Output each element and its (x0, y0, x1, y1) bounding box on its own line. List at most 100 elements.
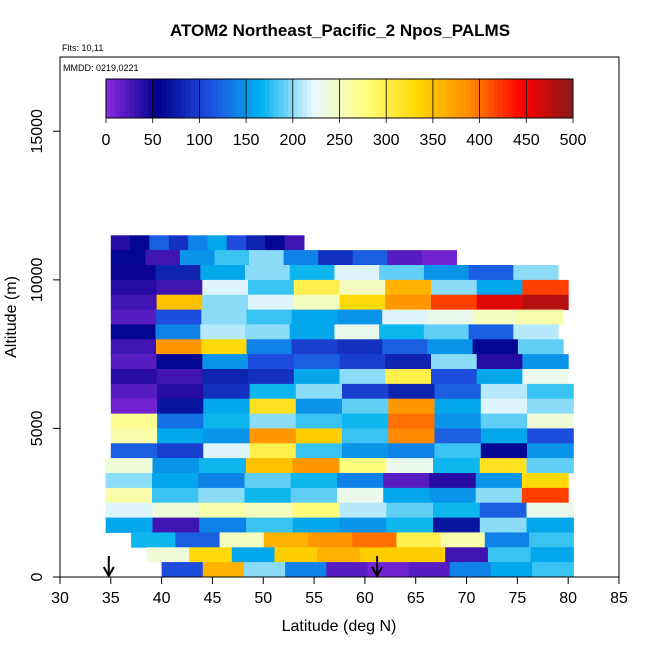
colorbar-swatch (465, 79, 471, 118)
heat-cell (431, 279, 478, 296)
heat-cell (110, 383, 158, 400)
colorbar-swatch (148, 79, 154, 118)
heat-cell (379, 324, 425, 340)
colorbar-swatch (344, 79, 350, 118)
colorbar-swatch (218, 79, 224, 118)
colorbar-swatch (171, 79, 177, 118)
heat-cell (434, 398, 482, 414)
colorbar-swatch (446, 79, 453, 118)
colorbar-swatch (367, 79, 373, 118)
heat-cell (110, 369, 158, 385)
heat-cell (517, 309, 564, 325)
heat-cell (339, 354, 386, 370)
colorbar-swatch (152, 79, 158, 118)
heat-cell (152, 502, 200, 518)
colorbar-swatch (535, 79, 541, 118)
colorbar-swatch (115, 79, 121, 118)
heat-cell (203, 413, 251, 429)
heat-cell (290, 473, 338, 489)
plot-frame (59, 56, 620, 578)
colorbar-swatch (320, 79, 326, 118)
colorbar-swatch (106, 79, 112, 118)
colorbar-swatch (138, 79, 144, 118)
colorbar-swatch (395, 79, 401, 118)
colorbar-swatch (512, 79, 518, 118)
colorbar-swatch (176, 79, 182, 118)
heat-cell (110, 279, 158, 296)
heat-cell (219, 532, 265, 548)
heat-cell (249, 383, 297, 400)
colorbar-swatch (460, 79, 467, 118)
colorbar-tick-label: 0 (102, 132, 111, 149)
colorbar-swatch (442, 79, 448, 118)
heat-cell (156, 294, 203, 310)
heat-cell (198, 487, 245, 504)
colorbar-swatch (381, 79, 387, 118)
heat-cell (522, 294, 569, 310)
heat-cell (382, 339, 428, 355)
heat-cell (157, 428, 204, 444)
colorbar-swatch (190, 79, 196, 118)
heat-cell (202, 279, 249, 296)
colorbar-swatch (334, 79, 340, 118)
x-tick-label: 30 (51, 590, 69, 607)
colorbar-swatch (554, 79, 560, 118)
x-tick-label: 80 (559, 590, 577, 607)
colorbar-swatch (362, 79, 369, 118)
heat-cell (105, 473, 153, 489)
heat-cell (337, 309, 383, 325)
colorbar-swatch (269, 79, 275, 118)
heat-cell (202, 562, 245, 578)
heat-cell (385, 294, 432, 310)
colorbar-swatch (129, 79, 135, 118)
heat-cell (479, 517, 528, 533)
colorbar-swatch (292, 79, 298, 118)
heat-cell (290, 487, 338, 504)
colorbar-swatch (530, 79, 537, 118)
heat-cell (245, 324, 291, 340)
heat-cell (200, 265, 246, 281)
heat-cell (433, 458, 481, 474)
heat-cell (480, 428, 528, 444)
heat-cell (292, 502, 341, 518)
colorbar-swatch (110, 79, 116, 118)
heat-cell (157, 383, 204, 400)
y-tick-label: 5000 (29, 411, 46, 447)
colorbar-swatch (507, 79, 513, 118)
heat-cell (105, 517, 154, 533)
heat-cell (274, 547, 318, 563)
colorbar: 0 50 100 150 200 250 300 350 400 450 500 (102, 78, 586, 149)
heat-cell (157, 443, 204, 459)
colorbar-swatch (274, 79, 280, 118)
heat-cell (487, 547, 532, 563)
heat-cell (388, 443, 436, 459)
heat-cell (388, 428, 436, 444)
colorbar-swatch (423, 79, 429, 118)
colorbar-swatch (558, 79, 565, 118)
heat-cell (146, 547, 190, 563)
colorbar-swatch (255, 79, 261, 118)
heat-cell (427, 309, 474, 325)
heat-cell (110, 294, 158, 310)
heat-cell (387, 250, 423, 266)
heat-cell (203, 383, 251, 400)
colorbar-swatch (306, 79, 312, 118)
heat-cell (484, 532, 530, 548)
heat-cell (445, 547, 489, 563)
heat-cell (339, 517, 387, 533)
colorbar-swatch (456, 79, 462, 118)
heat-cell (246, 309, 293, 325)
colorbar-swatch (278, 79, 284, 118)
heat-cell (480, 443, 528, 459)
heat-cell (472, 309, 519, 325)
heat-cell (440, 532, 486, 548)
heat-cell (285, 562, 327, 578)
colorbar-tick-label: 50 (144, 132, 162, 149)
heat-cell (248, 354, 295, 370)
heat-cell (342, 383, 389, 400)
heat-cell (352, 250, 388, 266)
heat-cell (480, 413, 528, 429)
heat-cell (149, 235, 170, 251)
colorbar-swatch (204, 79, 210, 118)
heat-cell (339, 458, 387, 474)
